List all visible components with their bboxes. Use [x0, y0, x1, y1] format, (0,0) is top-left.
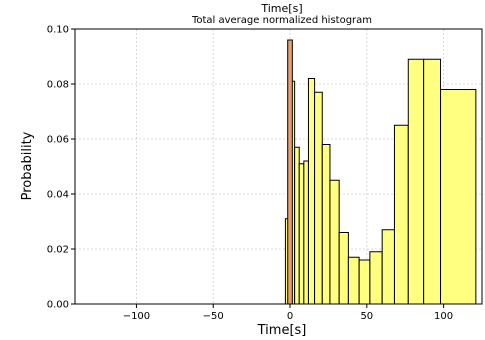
histogram-bar [314, 91, 323, 305]
y-tick-label: 0.02 [47, 245, 69, 256]
y-axis-label: Probability [20, 131, 35, 200]
x-tick-label: 0 [287, 311, 293, 322]
histogram-bar [381, 229, 395, 305]
x-tick-label: 100 [434, 311, 453, 322]
highlight-bar [287, 39, 293, 305]
histogram-bar [407, 58, 425, 305]
histogram-bar [303, 160, 309, 305]
histogram-bar [393, 124, 409, 305]
x-tick-label: −100 [123, 311, 150, 322]
bars [284, 39, 477, 305]
plot-frame [74, 28, 483, 305]
histogram-bar [298, 163, 305, 305]
y-tick-label: 0.06 [47, 135, 69, 146]
histogram-bar [329, 179, 340, 305]
x-tick-label: 50 [360, 311, 373, 322]
y-tick-label: 0.04 [47, 190, 69, 201]
histogram-bar [358, 259, 371, 305]
y-tick-label: 0.08 [47, 80, 69, 91]
chart-title: Time[s] [260, 2, 302, 15]
histogram-bar [338, 232, 349, 305]
x-axis-label: Time[s] [257, 323, 307, 338]
histogram-bar [369, 251, 383, 305]
histogram-bar [321, 144, 331, 305]
x-tick-label: −50 [203, 311, 224, 322]
histogram-bar [440, 89, 477, 305]
histogram-bar [423, 58, 442, 305]
histogram-bar [294, 146, 300, 305]
y-tick-label: 0.10 [47, 25, 69, 36]
histogram-bar [347, 256, 360, 305]
chart-subtitle: Total average normalized histogram [191, 15, 372, 26]
histogram-bar [307, 78, 316, 305]
ticks: −100 −50 0 50 100 0.00 0.02 0.04 0.06 0.08 0.10 [47, 25, 453, 323]
y-tick-label: 0.00 [47, 300, 69, 311]
